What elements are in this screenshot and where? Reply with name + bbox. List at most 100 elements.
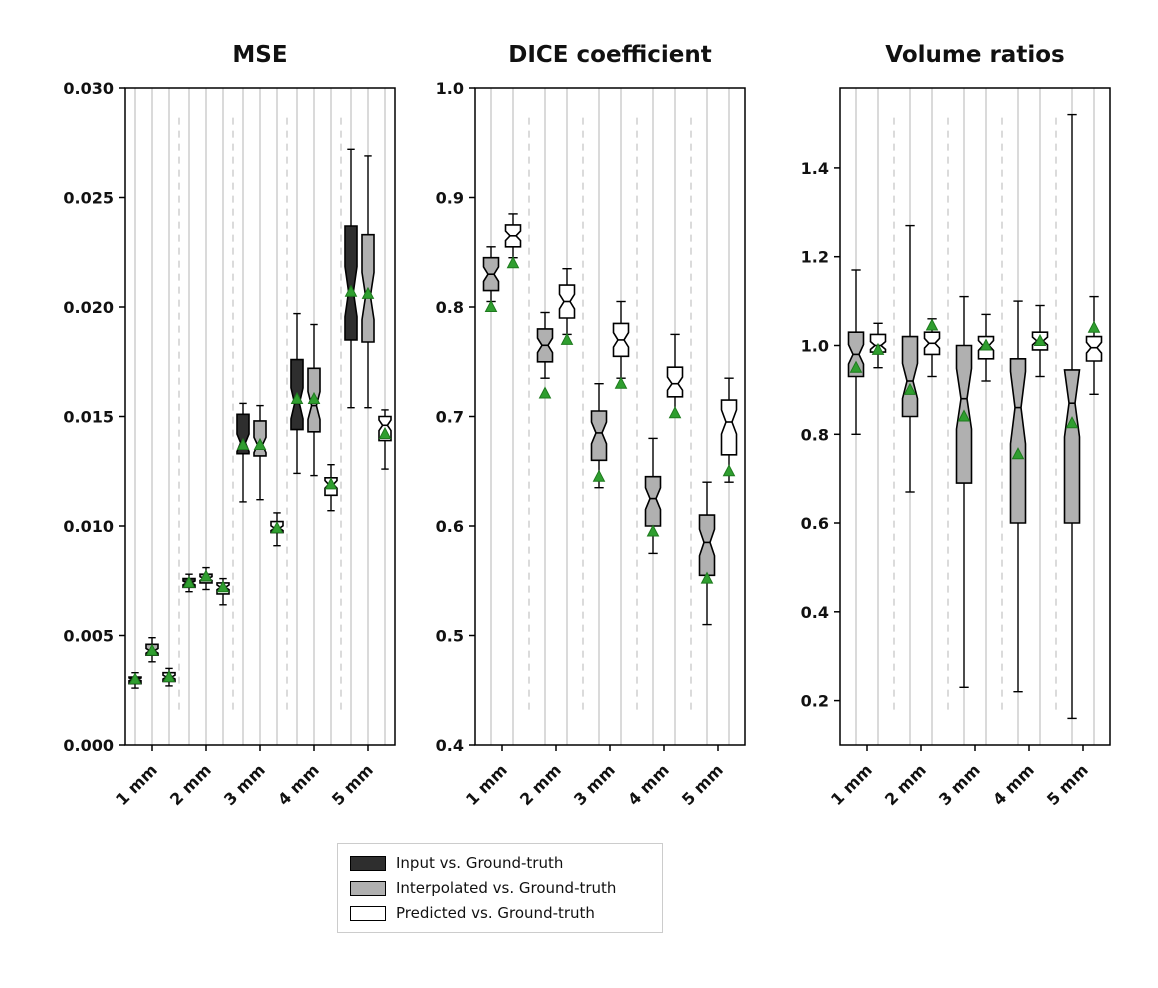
legend-swatch-predicted bbox=[350, 905, 386, 921]
box-volume_ratios-interpolated-5mm bbox=[1063, 113, 1081, 720]
x-tick-label: 5 mm bbox=[678, 760, 727, 809]
box-body bbox=[1009, 358, 1027, 524]
x-tick-label: 1 mm bbox=[112, 760, 161, 809]
legend-item-input: Input vs. Ground-truth bbox=[350, 854, 650, 872]
x-tick-label: 3 mm bbox=[220, 760, 269, 809]
y-tick-label: 1.0 bbox=[801, 337, 829, 356]
box-volume_ratios-interpolated-2mm bbox=[901, 224, 919, 493]
y-tick-label: 0.6 bbox=[801, 514, 829, 533]
box-body bbox=[666, 366, 684, 398]
mean-marker-volume_ratios-interpolated-3mm bbox=[957, 409, 971, 422]
y-tick-label: 0.8 bbox=[801, 425, 829, 444]
mean-marker-dice-interpolated-3mm bbox=[592, 469, 606, 482]
box-volume_ratios-predicted-5mm bbox=[1085, 295, 1103, 395]
panel-mse: 0.000 0.005 0.010 0.015 0.020 0.025 0.030 1 mm 2… bbox=[63, 79, 396, 809]
y-tick-label: 1.0 bbox=[436, 79, 464, 98]
mean-marker-mse-input-3mm bbox=[236, 437, 250, 450]
y-tick-label: 0.4 bbox=[436, 736, 464, 755]
mean-marker-mse-input-4mm bbox=[290, 391, 304, 404]
box-volume_ratios-interpolated-1mm bbox=[847, 269, 865, 435]
panel-title-volume-ratios: Volume ratios bbox=[885, 42, 1065, 68]
mean-marker-dice-interpolated-1mm bbox=[484, 299, 498, 312]
mean-marker-volume_ratios-predicted-4mm bbox=[1033, 333, 1047, 346]
legend-swatch-input bbox=[350, 855, 386, 871]
mean-marker-mse-interpolated-4mm bbox=[307, 391, 321, 404]
legend-label-input: Input vs. Ground-truth bbox=[396, 854, 564, 872]
box-mse-interpolated-5mm bbox=[361, 155, 375, 409]
mean-marker-mse-predicted-3mm bbox=[270, 521, 284, 534]
mean-marker-volume_ratios-interpolated-5mm bbox=[1065, 416, 1079, 429]
mean-marker-dice-interpolated-2mm bbox=[538, 386, 552, 399]
mean-marker-dice-predicted-5mm bbox=[722, 464, 736, 477]
y-tick-label: 0.000 bbox=[63, 736, 114, 755]
mean-marker-volume_ratios-predicted-5mm bbox=[1087, 320, 1101, 333]
x-tick-label: 4 mm bbox=[989, 760, 1038, 809]
x-tick-label: 5 mm bbox=[328, 760, 377, 809]
mean-marker-volume_ratios-predicted-3mm bbox=[979, 338, 993, 351]
legend-label-interpolated: Interpolated vs. Ground-truth bbox=[396, 879, 617, 897]
mean-marker-dice-predicted-3mm bbox=[614, 376, 628, 389]
mean-marker-volume_ratios-predicted-1mm bbox=[871, 342, 885, 355]
mean-marker-mse-predicted-4mm bbox=[324, 477, 338, 490]
legend-item-predicted: Predicted vs. Ground-truth bbox=[350, 904, 650, 922]
axes-frame bbox=[474, 87, 746, 746]
mean-marker-volume_ratios-interpolated-1mm bbox=[849, 360, 863, 373]
x-tick-label: 1 mm bbox=[462, 760, 511, 809]
box-mse-input-3mm bbox=[236, 402, 250, 503]
box-volume_ratios-interpolated-4mm bbox=[1009, 300, 1027, 693]
box-dice-interpolated-2mm bbox=[536, 311, 554, 379]
mean-marker-mse-predicted-1mm bbox=[162, 670, 176, 683]
legend-label-predicted: Predicted vs. Ground-truth bbox=[396, 904, 595, 922]
mean-marker-mse-input-1mm bbox=[128, 672, 142, 685]
box-mse-input-5mm bbox=[344, 148, 358, 409]
y-tick-label: 0.5 bbox=[436, 627, 464, 646]
box-body bbox=[720, 399, 738, 456]
y-tick-label: 0.4 bbox=[801, 603, 829, 622]
panel-volume_ratios: 0.2 0.4 0.6 0.8 1.0 1.2 1.4 1 mm 2 mm 3 mm 4 mm 5 m… bbox=[801, 87, 1111, 809]
mean-marker-dice-interpolated-5mm bbox=[700, 571, 714, 584]
y-tick-label: 0.015 bbox=[63, 408, 114, 427]
box-dice-interpolated-5mm bbox=[698, 481, 716, 626]
y-tick-label: 0.010 bbox=[63, 517, 114, 536]
mean-marker-mse-input-5mm bbox=[344, 284, 358, 297]
box-body bbox=[344, 225, 358, 341]
box-dice-interpolated-1mm bbox=[482, 246, 500, 303]
x-tick-label: 3 mm bbox=[935, 760, 984, 809]
y-tick-label: 0.030 bbox=[63, 79, 114, 98]
x-tick-label: 2 mm bbox=[516, 760, 565, 809]
mean-marker-dice-predicted-1mm bbox=[506, 256, 520, 269]
panel-title-dice: DICE coefficient bbox=[508, 42, 712, 68]
legend-swatch-interpolated bbox=[350, 880, 386, 896]
y-tick-label: 1.4 bbox=[801, 159, 829, 178]
y-tick-label: 0.8 bbox=[436, 298, 464, 317]
box-volume_ratios-interpolated-3mm bbox=[955, 295, 973, 688]
panel-dice: 0.4 0.5 0.6 0.7 0.8 0.9 1.0 1 mm 2 mm 3 mm 4 mm 5 m… bbox=[436, 79, 746, 809]
panel-title-mse: MSE bbox=[232, 42, 288, 68]
mean-marker-volume_ratios-predicted-2mm bbox=[925, 318, 939, 331]
x-tick-label: 4 mm bbox=[274, 760, 323, 809]
y-tick-label: 0.025 bbox=[63, 189, 114, 208]
x-tick-label: 4 mm bbox=[624, 760, 673, 809]
box-body bbox=[590, 410, 608, 462]
box-body bbox=[901, 335, 919, 418]
y-tick-label: 1.2 bbox=[801, 248, 829, 267]
box-mse-interpolated-3mm bbox=[253, 404, 267, 501]
box-body bbox=[1085, 335, 1103, 362]
box-dice-predicted-3mm bbox=[612, 300, 630, 379]
box-body bbox=[1063, 369, 1081, 524]
mean-marker-volume_ratios-interpolated-4mm bbox=[1011, 447, 1025, 460]
mean-marker-mse-predicted-2mm bbox=[216, 580, 230, 593]
x-tick-label: 2 mm bbox=[881, 760, 930, 809]
y-tick-label: 0.005 bbox=[63, 627, 114, 646]
box-mse-predicted-5mm bbox=[378, 409, 392, 470]
x-tick-label: 3 mm bbox=[570, 760, 619, 809]
mean-marker-mse-predicted-5mm bbox=[378, 426, 392, 439]
mean-marker-dice-predicted-4mm bbox=[668, 406, 682, 419]
mean-marker-dice-predicted-2mm bbox=[560, 332, 574, 345]
x-tick-label: 1 mm bbox=[827, 760, 876, 809]
legend: Input vs. Ground-truth Interpolated vs. … bbox=[337, 843, 663, 933]
box-dice-predicted-4mm bbox=[666, 333, 684, 418]
box-body bbox=[698, 514, 716, 577]
